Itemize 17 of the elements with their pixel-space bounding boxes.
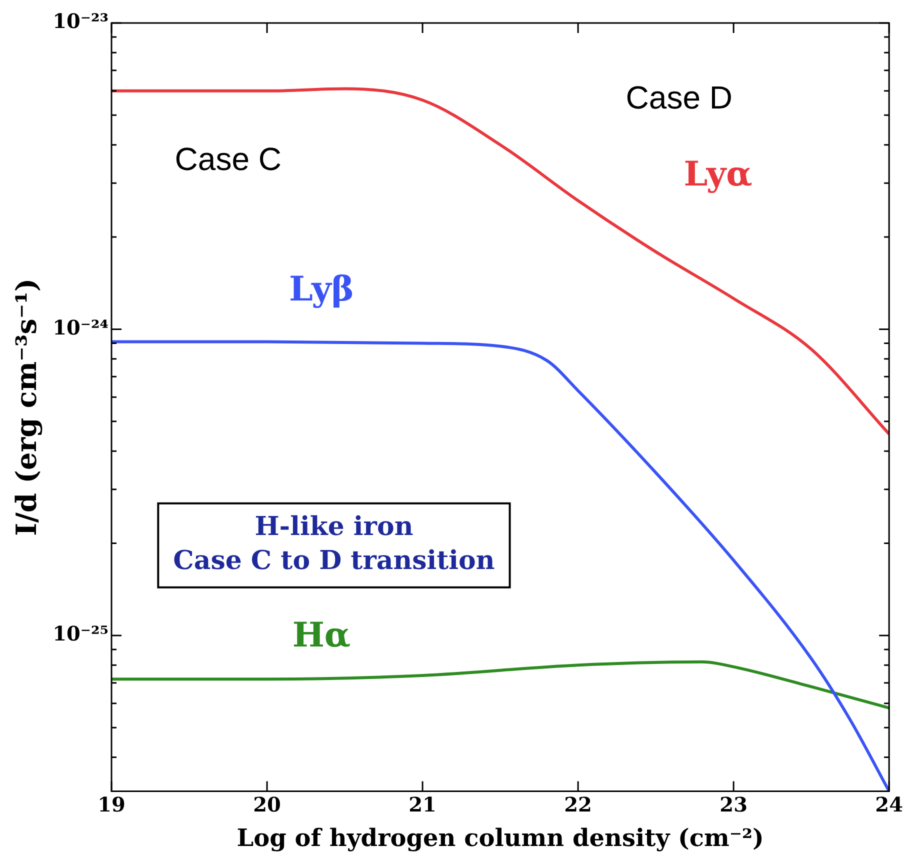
series-label: Lyα	[684, 154, 752, 194]
x-tick-label: 20	[253, 792, 281, 816]
y-tick-label: 10⁻²³	[52, 9, 109, 34]
annotation: Case D	[626, 80, 732, 116]
y-tick-label: 10⁻²⁴	[52, 315, 109, 340]
annotation: H-like iron Case C to D transition	[173, 512, 495, 576]
x-tick-label: 23	[720, 792, 748, 816]
series-label: Hα	[292, 615, 351, 656]
y-axis-title: I/d (erg cm⁻³s⁻¹)	[10, 278, 44, 536]
annotation: Case C	[174, 141, 282, 178]
series-label: Lyβ	[288, 270, 354, 310]
y-tick-label: 10⁻²⁵	[52, 622, 109, 646]
x-tick-label: 24	[875, 792, 904, 816]
x-tick-label: 22	[564, 792, 592, 816]
x-tick-label: 19	[98, 792, 126, 816]
x-axis-title: Log of hydrogen column density (cm⁻²)	[236, 822, 764, 852]
x-tick-label: 21	[408, 792, 436, 816]
